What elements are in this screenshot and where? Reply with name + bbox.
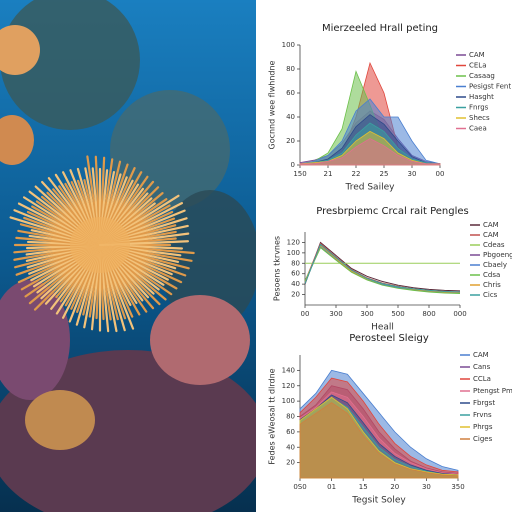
legend-label: Fbrgst bbox=[473, 399, 495, 407]
x-tick-label: 0S0 bbox=[293, 483, 306, 491]
y-tick-label: 40 bbox=[291, 280, 300, 288]
y-axis-label: Gocnnd wee flwhndne bbox=[268, 60, 277, 149]
legend-label: Cans bbox=[473, 363, 491, 371]
legend-label: Cbaely bbox=[483, 261, 507, 269]
x-tick-label: 000 bbox=[453, 310, 466, 318]
y-tick-label: 0 bbox=[291, 161, 295, 169]
legend-label: Phrgs bbox=[473, 423, 493, 431]
area bbox=[299, 138, 441, 166]
legend-label: Cdsa bbox=[483, 271, 500, 279]
y-tick-label: 120 bbox=[282, 382, 295, 390]
y-tick-label: 60 bbox=[286, 428, 295, 436]
y-tick-label: 20 bbox=[286, 137, 295, 145]
legend-label: Frvns bbox=[473, 411, 492, 419]
y-tick-label: 20 bbox=[286, 459, 295, 467]
line bbox=[304, 241, 461, 292]
y-tick-label: 60 bbox=[286, 89, 295, 97]
x-tick-label: 30 bbox=[408, 170, 417, 178]
x-tick-label: 21 bbox=[324, 170, 333, 178]
legend-label: Casaag bbox=[469, 72, 495, 80]
x-tick-label: 22 bbox=[352, 170, 361, 178]
x-tick-label: 300 bbox=[360, 310, 373, 318]
legend-label: Cics bbox=[483, 291, 498, 299]
chart-title: Perosteel Sleigy bbox=[349, 333, 429, 344]
y-axis-label: Fedes eWeosal tt dlrdne bbox=[268, 368, 277, 464]
chart-title: Presbrpiemc Crcal rait Pengles bbox=[316, 206, 469, 217]
y-tick-label: 140 bbox=[282, 366, 295, 374]
x-tick-label: 800 bbox=[422, 310, 435, 318]
x-tick-label: 01 bbox=[327, 483, 336, 491]
y-tick-label: 40 bbox=[286, 443, 295, 451]
x-tick-label: 300 bbox=[329, 310, 342, 318]
x-tick-label: 15 bbox=[359, 483, 368, 491]
legend-label: CAM bbox=[473, 351, 489, 359]
y-axis-label: Pesoens tkrvnes bbox=[273, 236, 282, 301]
y-tick-label: 100 bbox=[282, 41, 295, 49]
legend-label: Ciges bbox=[473, 435, 493, 443]
x-tick-label: 20 bbox=[390, 483, 399, 491]
x-axis-label: Tred Sailey bbox=[345, 183, 396, 193]
x-tick-label: 150 bbox=[293, 170, 306, 178]
legend-label: Ptengst Pmg bbox=[473, 387, 512, 395]
x-tick-label: 350 bbox=[451, 483, 464, 491]
legend-label: CELa bbox=[469, 62, 487, 70]
photo bbox=[0, 0, 268, 512]
legend-label: Fnrgs bbox=[469, 104, 489, 112]
area bbox=[299, 402, 459, 479]
legend-label: CAM bbox=[483, 231, 499, 239]
y-tick-label: 80 bbox=[291, 259, 300, 267]
legend-label: Chris bbox=[483, 281, 501, 289]
y-tick-label: 120 bbox=[287, 238, 300, 246]
x-tick-label: 25 bbox=[380, 170, 389, 178]
x-tick-label: 00 bbox=[301, 310, 310, 318]
legend-label: Cdeas bbox=[483, 241, 505, 249]
y-tick-label: 40 bbox=[286, 113, 295, 121]
y-tick-label: 60 bbox=[291, 270, 300, 278]
y-tick-label: 80 bbox=[286, 65, 295, 73]
line bbox=[304, 246, 461, 295]
chart-title: Mierzeeled Hrall peting bbox=[322, 23, 438, 34]
x-axis-label: Tegsit Soley bbox=[351, 496, 406, 506]
legend-label: Caea bbox=[469, 125, 487, 133]
y-tick-label: 100 bbox=[282, 397, 295, 405]
legend-label: CAM bbox=[469, 51, 485, 59]
line bbox=[304, 243, 461, 293]
y-tick-label: 20 bbox=[291, 291, 300, 299]
legend-label: CCLa bbox=[473, 375, 491, 383]
y-tick-label: 80 bbox=[286, 413, 295, 421]
x-tick-label: 00 bbox=[436, 170, 445, 178]
legend-label: Pesigst Fent bbox=[469, 83, 511, 91]
x-axis-label: Heall bbox=[371, 323, 394, 333]
legend-label: Pbgoeng bbox=[483, 251, 512, 259]
y-tick-label: 100 bbox=[287, 249, 300, 257]
x-tick-label: 500 bbox=[391, 310, 404, 318]
x-tick-label: 30 bbox=[422, 483, 431, 491]
legend-label: Hasght bbox=[469, 93, 494, 101]
legend-label: CAM bbox=[483, 221, 499, 229]
legend-label: Shecs bbox=[469, 114, 490, 122]
